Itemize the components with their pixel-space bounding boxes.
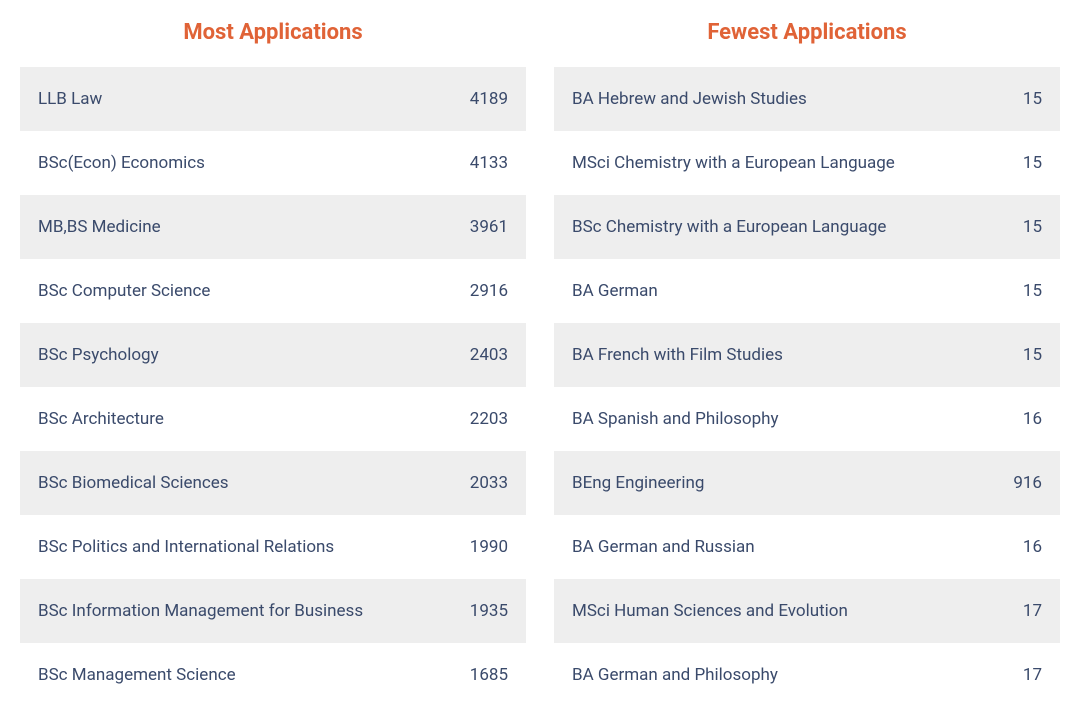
row-label: LLB Law [38, 89, 114, 109]
table-row: BA German and Russian 16 [554, 515, 1060, 579]
table-row: BSc Management Science 1685 [20, 643, 526, 707]
table-row: BSc(Econ) Economics 4133 [20, 131, 526, 195]
table-row: BSc Psychology 2403 [20, 323, 526, 387]
row-label: BA German and Russian [572, 537, 767, 557]
row-value: 15 [1023, 217, 1042, 237]
row-value: 15 [1023, 89, 1042, 109]
table-row: LLB Law 4189 [20, 67, 526, 131]
row-value: 2403 [470, 345, 508, 365]
row-label: BA Spanish and Philosophy [572, 409, 791, 429]
table-row: BA French with Film Studies 15 [554, 323, 1060, 387]
panel-title-most: Most Applications [20, 12, 526, 45]
row-label: BEng Engineering [572, 473, 716, 493]
row-label: MSci Chemistry with a European Language [572, 153, 907, 173]
row-value: 17 [1023, 665, 1042, 685]
row-label: MSci Human Sciences and Evolution [572, 601, 860, 621]
table-row: BSc Information Management for Business … [20, 579, 526, 643]
row-label: BSc Management Science [38, 665, 248, 685]
row-value: 17 [1023, 601, 1042, 621]
table-row: BSc Politics and International Relations… [20, 515, 526, 579]
row-value: 15 [1023, 345, 1042, 365]
row-value: 1990 [470, 537, 508, 557]
row-label: BSc Information Management for Business [38, 601, 375, 621]
table-row: BA Hebrew and Jewish Studies 15 [554, 67, 1060, 131]
table-row: BA Spanish and Philosophy 16 [554, 387, 1060, 451]
table-row: BSc Architecture 2203 [20, 387, 526, 451]
row-label: BSc Chemistry with a European Language [572, 217, 898, 237]
row-label: BSc Politics and International Relations [38, 537, 346, 557]
row-label: BSc Computer Science [38, 281, 222, 301]
row-label: BSc Psychology [38, 345, 171, 365]
panel-fewest-applications: Fewest Applications BA Hebrew and Jewish… [554, 12, 1060, 707]
table-row: BSc Chemistry with a European Language 1… [554, 195, 1060, 259]
row-value: 15 [1023, 153, 1042, 173]
row-value: 2916 [470, 281, 508, 301]
row-value: 4189 [470, 89, 508, 109]
row-value: 16 [1023, 409, 1042, 429]
table-row: MSci Chemistry with a European Language … [554, 131, 1060, 195]
table-row: BEng Engineering 916 [554, 451, 1060, 515]
table-row: BSc Computer Science 2916 [20, 259, 526, 323]
row-value: 3961 [470, 217, 508, 237]
panel-most-applications: Most Applications LLB Law 4189 BSc(Econ)… [20, 12, 526, 707]
row-label: BSc Architecture [38, 409, 176, 429]
table-row: BSc Biomedical Sciences 2033 [20, 451, 526, 515]
row-label: BA Hebrew and Jewish Studies [572, 89, 819, 109]
table-row: BA German 15 [554, 259, 1060, 323]
two-column-container: Most Applications LLB Law 4189 BSc(Econ)… [0, 0, 1080, 707]
panel-title-fewest: Fewest Applications [554, 12, 1060, 45]
row-value: 2033 [470, 473, 508, 493]
row-value: 1935 [470, 601, 508, 621]
row-value: 916 [1013, 473, 1042, 493]
row-label: BA French with Film Studies [572, 345, 795, 365]
row-label: BSc(Econ) Economics [38, 153, 217, 173]
row-value: 4133 [470, 153, 508, 173]
row-label: BA German and Philosophy [572, 665, 790, 685]
table-row: MB,BS Medicine 3961 [20, 195, 526, 259]
table-row: MSci Human Sciences and Evolution 17 [554, 579, 1060, 643]
row-value: 15 [1023, 281, 1042, 301]
row-value: 2203 [470, 409, 508, 429]
table-row: BA German and Philosophy 17 [554, 643, 1060, 707]
row-label: BA German [572, 281, 670, 301]
row-value: 16 [1023, 537, 1042, 557]
row-label: MB,BS Medicine [38, 217, 173, 237]
table-fewest: BA Hebrew and Jewish Studies 15 MSci Che… [554, 67, 1060, 707]
row-value: 1685 [470, 665, 508, 685]
row-label: BSc Biomedical Sciences [38, 473, 241, 493]
table-most: LLB Law 4189 BSc(Econ) Economics 4133 MB… [20, 67, 526, 707]
